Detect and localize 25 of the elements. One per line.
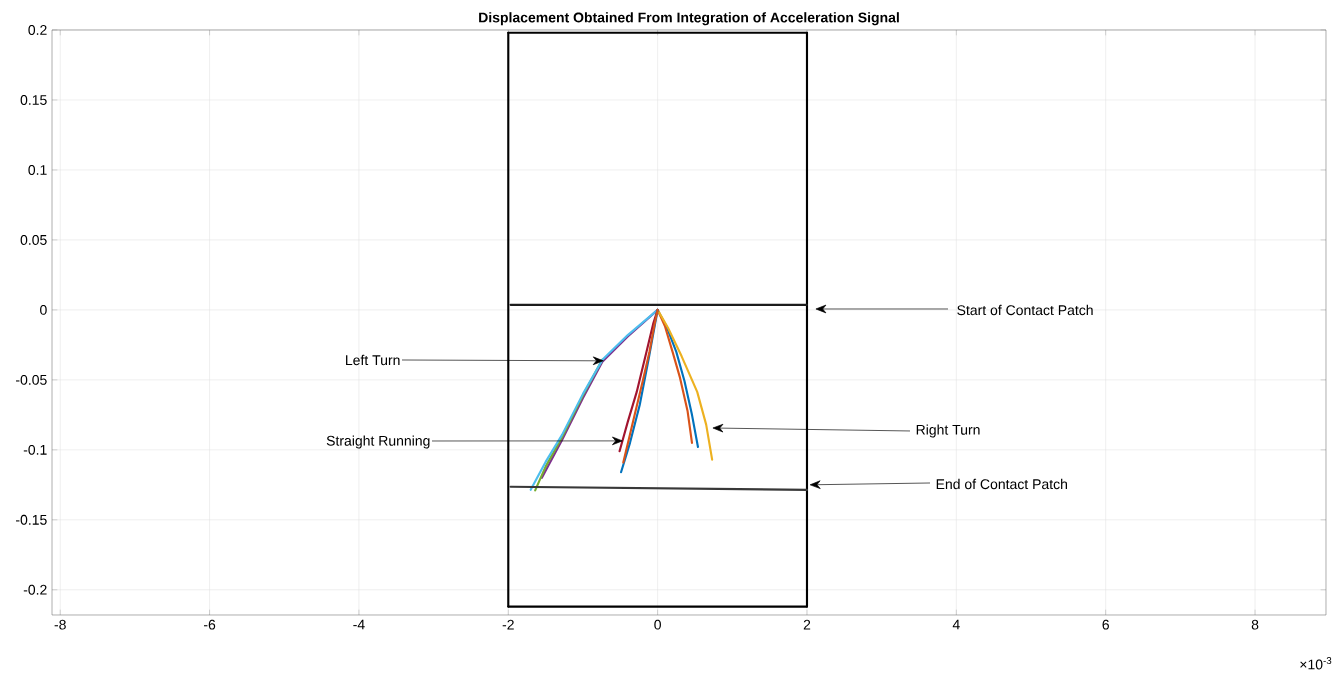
x-tick-label: 6: [1102, 619, 1109, 630]
x-tick-label: 4: [952, 619, 960, 630]
annotation: End of Contact Patch: [936, 478, 1067, 490]
y-tick-label: 0.15: [20, 95, 47, 105]
annotation: Straight Running: [326, 435, 430, 449]
y-tick-label: 0.2: [28, 25, 47, 35]
y-tick-label: -0.05: [16, 374, 47, 385]
x-tick-label: -8: [54, 619, 66, 630]
y-tick-label: 0.05: [20, 234, 47, 245]
x-tick-label: 8: [1251, 619, 1259, 630]
chart-title: Displacement Obtained From Integration of Acceleration Signal: [479, 12, 899, 26]
annotation: Start of Contact Patch: [957, 304, 1093, 316]
y-tick-label: -0.15: [16, 514, 47, 525]
x-tick-label: -2: [502, 619, 514, 630]
y-tick-label: 0: [40, 304, 47, 315]
x-tick-label: -6: [203, 619, 216, 630]
y-tick-label: -0.2: [23, 584, 47, 595]
x-tick-label: 0: [654, 619, 661, 630]
x-tick-label: 2: [803, 619, 811, 630]
x-tick-label: -4: [353, 619, 365, 630]
text: ×10$^{-3}$: [1300, 657, 1332, 670]
y-tick-label: -0.1: [23, 444, 47, 455]
annotation: Left Turn: [346, 354, 400, 366]
annotation: Right Turn: [916, 424, 980, 438]
y-tick-label: 0.1: [28, 164, 47, 175]
